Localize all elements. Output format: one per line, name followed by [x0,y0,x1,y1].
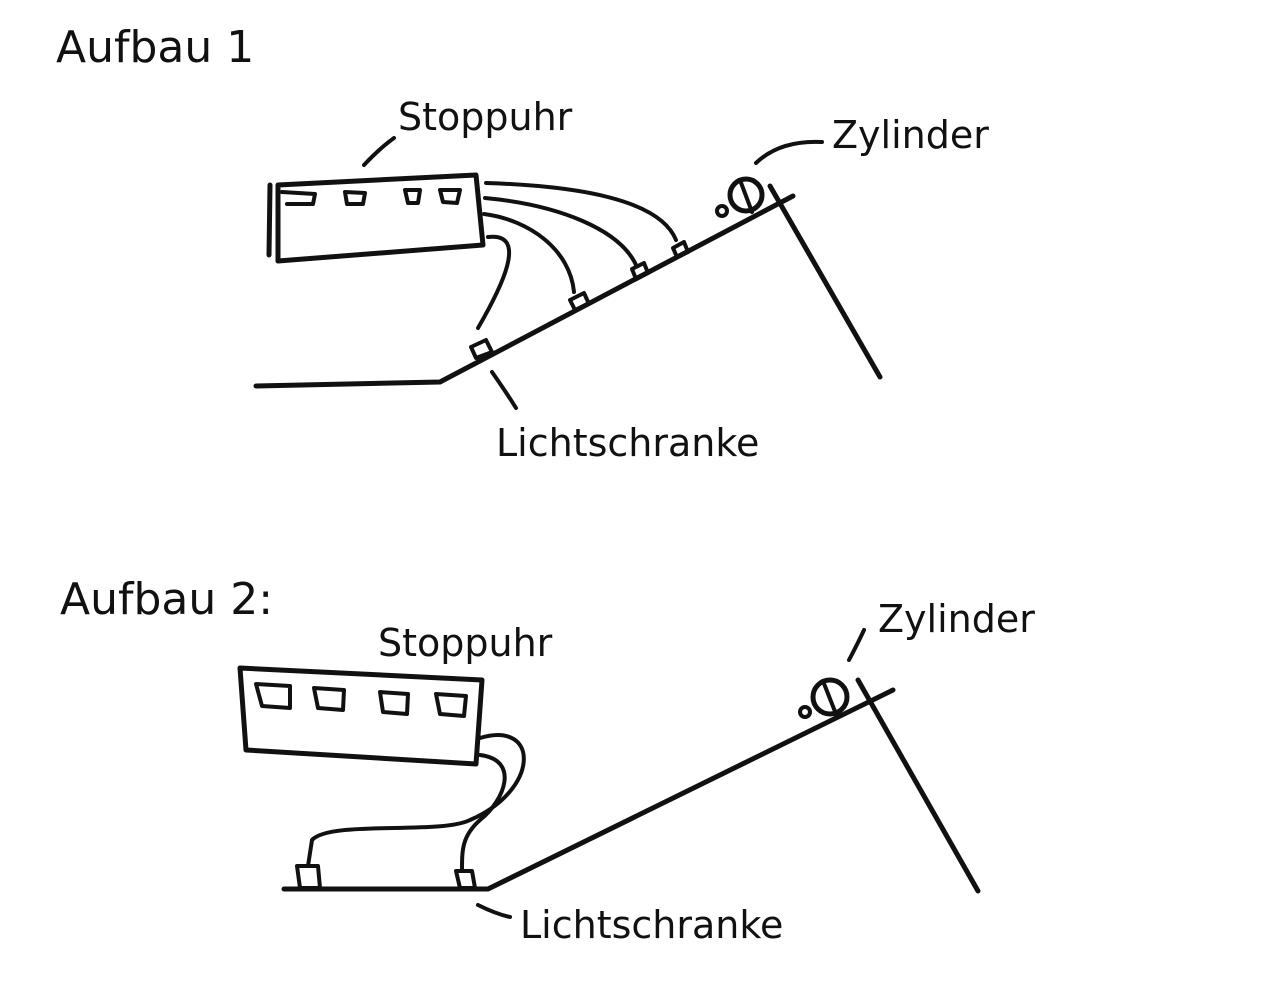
setup1-gate-1 [469,338,494,360]
setup2-stopwatch-label: Stoppuhr [378,621,553,665]
setup1-title: Aufbau 1 [56,22,255,73]
setup2-title: Aufbau 2: [60,574,274,625]
setup2-gate-label: Lichtschranke [520,903,784,947]
setup1-cables [476,181,678,330]
setup1-cylinder [715,176,765,218]
setup1-gate-label: Lichtschranke [496,421,760,465]
setup2-gate-2 [454,869,477,890]
setup1-gate-leader [490,370,518,410]
setup1-gate-3 [630,261,650,281]
setup2-diagram [237,628,981,919]
setup1-light-gates [469,240,690,360]
setup1-diagram [253,136,883,410]
setup1-stopwatch-label: Stoppuhr [398,95,573,139]
setup2-gate-leader [476,903,512,919]
setup1-cylinder-leader [754,139,824,165]
setup1-stopwatch [266,172,486,264]
setup2-cylinder-leader [847,628,866,662]
setup2-cables [306,733,526,872]
setup2-incline [281,687,896,892]
setup2-cylinder-label: Zylinder [878,597,1035,641]
setup2-cylinder [798,677,850,719]
setup2-gate-1 [295,864,322,890]
setup1-cylinder-label: Zylinder [832,113,989,157]
setup1-gate-2 [568,291,591,312]
setup1-stopwatch-leader [362,136,396,167]
setup2-light-gates [295,864,477,890]
setup2-support [855,677,981,894]
setup1-support [767,183,883,380]
setup1-gate-4 [671,240,690,259]
setup2-stopwatch [237,665,485,767]
